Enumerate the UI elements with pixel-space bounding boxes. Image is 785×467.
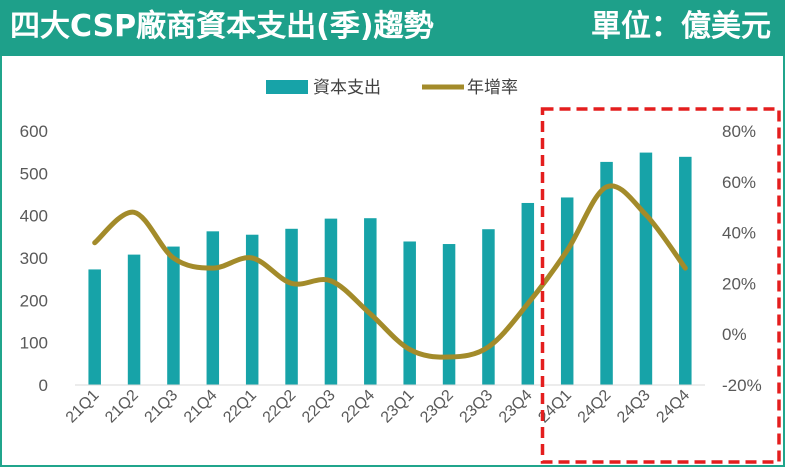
y-left-tick: 300 <box>20 249 48 268</box>
x-tick-23Q2: 23Q2 <box>417 387 457 427</box>
unit-label: 單位：億美元 <box>591 9 771 44</box>
x-tick-24Q2: 24Q2 <box>575 387 615 427</box>
y-right-tick: 40% <box>722 224 756 243</box>
x-tick-22Q4: 22Q4 <box>338 387 378 427</box>
x-tick-24Q3: 24Q3 <box>614 387 654 427</box>
legend-line-label: 年增率 <box>467 78 518 97</box>
bar-23Q2 <box>442 244 456 385</box>
x-tick-22Q1: 22Q1 <box>220 387 260 427</box>
y-right-tick: -20% <box>722 376 762 395</box>
bar-22Q3 <box>324 218 338 385</box>
y-left-tick: 0 <box>39 376 48 395</box>
bar-21Q4 <box>206 231 220 385</box>
x-tick-23Q1: 23Q1 <box>378 387 418 427</box>
x-tick-22Q2: 22Q2 <box>260 387 300 427</box>
y-right-tick: 20% <box>722 274 756 293</box>
chart-title: 四大CSP廠商資本支出(季)趨勢 <box>10 9 434 44</box>
x-tick-22Q3: 22Q3 <box>299 387 339 427</box>
x-tick-23Q3: 23Q3 <box>457 387 497 427</box>
bar-22Q1 <box>245 234 259 385</box>
legend-bar-swatch <box>266 80 308 94</box>
bar-24Q4 <box>679 156 692 385</box>
y-left-tick: 600 <box>20 122 48 141</box>
y-left-tick: 400 <box>20 207 48 226</box>
bar-24Q3 <box>639 152 653 385</box>
bar-21Q2 <box>127 254 141 385</box>
y-right-tick: 60% <box>722 173 756 192</box>
bar-23Q1 <box>403 241 416 385</box>
bar-24Q2 <box>600 161 613 385</box>
x-tick-21Q3: 21Q3 <box>142 387 182 427</box>
y-right-tick: 0% <box>722 325 747 344</box>
growth-rate-line <box>92 183 688 360</box>
y-left-tick: 500 <box>20 164 48 183</box>
legend-bar-label: 資本支出 <box>313 78 381 97</box>
y-left-tick: 200 <box>20 291 48 310</box>
x-tick-21Q1: 21Q1 <box>63 387 103 427</box>
x-tick-21Q2: 21Q2 <box>102 387 142 427</box>
bar-21Q3 <box>167 246 180 385</box>
bar-23Q3 <box>482 229 495 385</box>
title-bar: 四大CSP廠商資本支出(季)趨勢 單位：億美元 <box>0 0 785 56</box>
bar-22Q4 <box>364 218 377 385</box>
y-right-tick: 80% <box>722 122 756 141</box>
bar-23Q4 <box>521 202 535 385</box>
highlight-box <box>540 107 781 464</box>
bar-24Q1 <box>560 197 574 385</box>
x-tick-24Q4: 24Q4 <box>653 387 693 427</box>
bar-22Q2 <box>285 228 298 385</box>
bar-21Q1 <box>88 269 101 385</box>
x-tick-23Q4: 23Q4 <box>496 387 536 427</box>
y-left-tick: 100 <box>20 334 48 353</box>
legend: 資本支出 年增率 <box>266 78 518 97</box>
x-tick-21Q4: 21Q4 <box>181 387 221 427</box>
